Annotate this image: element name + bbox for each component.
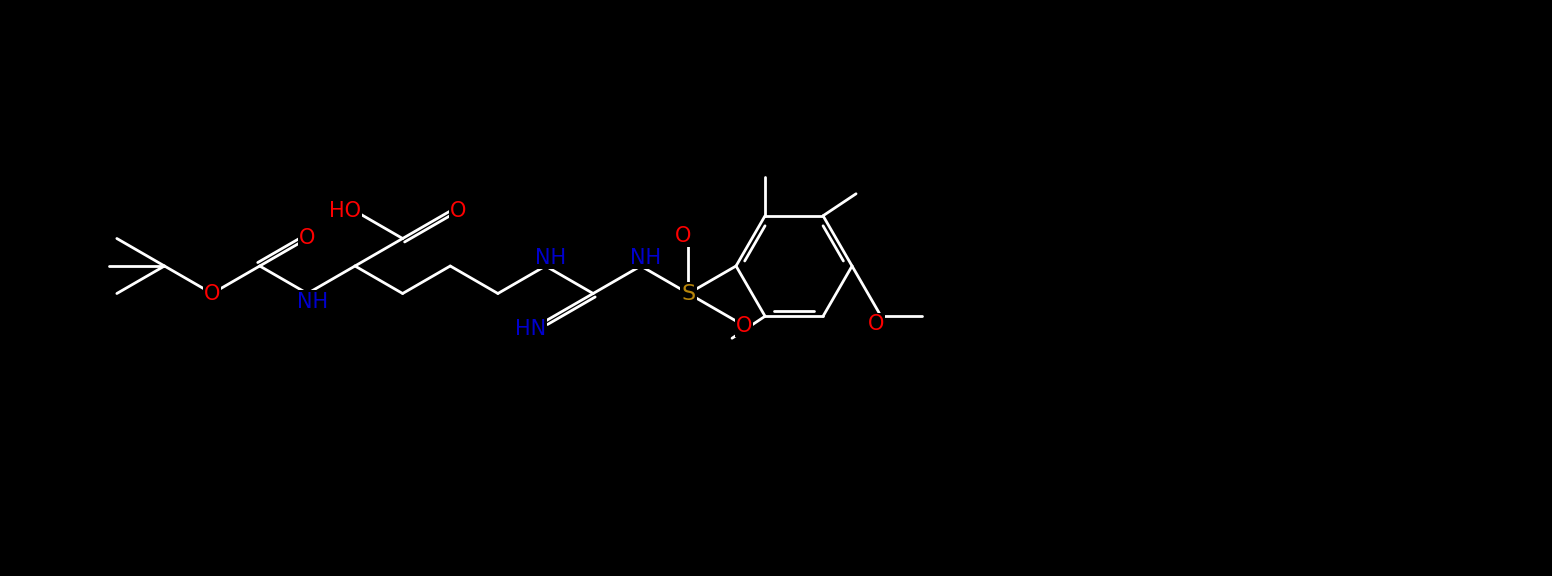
- Text: HO: HO: [329, 201, 362, 221]
- Text: O: O: [203, 283, 220, 304]
- Text: O: O: [736, 316, 753, 336]
- Text: HN: HN: [515, 319, 546, 339]
- Text: O: O: [300, 229, 315, 248]
- Text: O: O: [868, 314, 885, 334]
- Text: S: S: [681, 283, 695, 304]
- Text: NH: NH: [630, 248, 661, 268]
- Text: NH: NH: [535, 248, 566, 268]
- Text: O: O: [675, 226, 692, 246]
- Text: O: O: [450, 201, 467, 221]
- Text: NH: NH: [296, 291, 327, 312]
